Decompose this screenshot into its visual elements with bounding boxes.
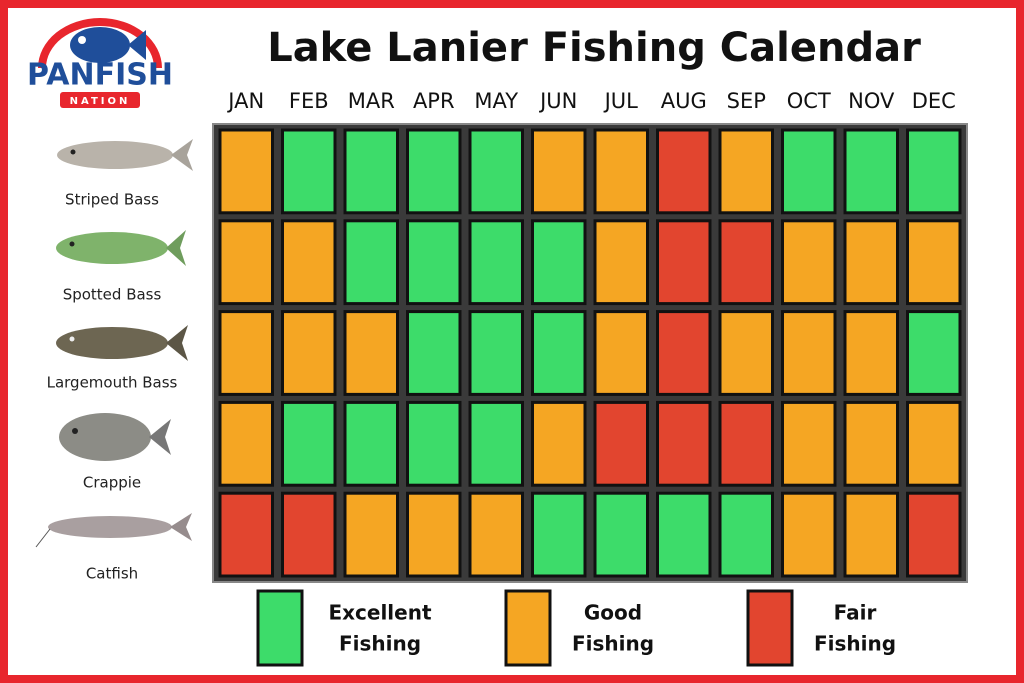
rating-cell [718,400,774,487]
legend-swatch [256,589,304,667]
month-label: FEB [289,89,329,113]
rating-cell [718,219,774,306]
logo-name: PANFISH [27,58,173,93]
rating-cell [593,400,649,487]
rating-cell [843,491,899,578]
rating-cell [531,128,587,215]
rating-cell [343,219,399,306]
legend-label: Fishing [572,632,654,656]
fish-icons [35,139,193,548]
rating-cell [843,219,899,306]
rating-cell [593,128,649,215]
rating-cell [218,491,274,578]
fish-label: Striped Bass [65,191,159,209]
rating-cell [281,219,337,306]
rating-cell [843,310,899,396]
rating-cell [218,310,274,396]
rating-cell [531,219,587,306]
rating-cell [843,400,899,487]
legend-swatch [746,589,794,667]
month-label: JUL [603,89,639,113]
rating-cell [843,128,899,215]
rating-cell [468,128,524,215]
legend-label: Excellent [328,601,431,625]
rating-cell [906,491,962,578]
month-label: NOV [848,89,895,113]
rating-cell [593,491,649,578]
legend-label: Good [584,601,642,625]
rating-cell [218,128,274,215]
rating-cell [468,219,524,306]
rating-cell [281,400,337,487]
rating-cell [906,310,962,396]
logo-tagline: NATION [70,96,131,107]
rating-cell [718,128,774,215]
rating-cell [406,491,462,578]
rating-cell [343,128,399,215]
rating-cell [281,491,337,578]
rating-cell [781,219,837,306]
fish-label: Largemouth Bass [47,374,178,392]
grid-background [212,123,968,583]
rating-cell [218,219,274,306]
rating-cell [406,310,462,396]
rating-cell [906,219,962,306]
month-label: MAR [348,89,395,113]
rating-cell [281,128,337,215]
legend-label: Fair [834,601,877,625]
rating-cell [656,491,712,578]
fish-label: Crappie [83,474,141,492]
rating-cell [468,491,524,578]
rating-cell [593,219,649,306]
legend-swatch [504,589,552,667]
rating-cell [781,491,837,578]
rating-cell [531,400,587,487]
rating-cell [406,400,462,487]
rating-cell [281,310,337,396]
month-label: JAN [226,89,264,113]
title: Lake Lanier Fishing Calendar [267,25,921,71]
rating-cell [781,400,837,487]
legend-label: Fishing [814,632,896,656]
month-label: JUN [538,89,577,113]
legend-label: Fishing [339,632,421,656]
rating-cell [406,128,462,215]
rating-cell [468,310,524,396]
rating-cell [656,310,712,396]
rating-cell [906,128,962,215]
rating-cell [718,491,774,578]
month-label: APR [413,89,455,113]
rating-cell [656,128,712,215]
month-label: OCT [787,89,831,113]
rating-cell [343,491,399,578]
calendar: JAN FEB MAR APR MAY JUN JUL AUG SEP OCT NOV DEC Stri… [47,89,962,667]
rating-cell [531,310,587,396]
rating-cell [906,400,962,487]
month-label: DEC [912,89,956,113]
rating-cell [781,128,837,215]
rating-cell [343,310,399,396]
fish-label: Spotted Bass [63,286,162,304]
rating-cell [531,491,587,578]
rating-cell [656,400,712,487]
month-label: AUG [661,89,707,113]
rating-cell [218,400,274,487]
rating-cell [718,310,774,396]
rating-cell [781,310,837,396]
month-label: MAY [474,89,518,113]
logo: PANFISH NATION [27,18,173,108]
rating-cell [406,219,462,306]
rating-cell [468,400,524,487]
month-label: SEP [727,89,766,113]
rating-cell [656,219,712,306]
rating-cell [593,310,649,396]
rating-cell [343,400,399,487]
fish-label: Catfish [86,565,138,583]
